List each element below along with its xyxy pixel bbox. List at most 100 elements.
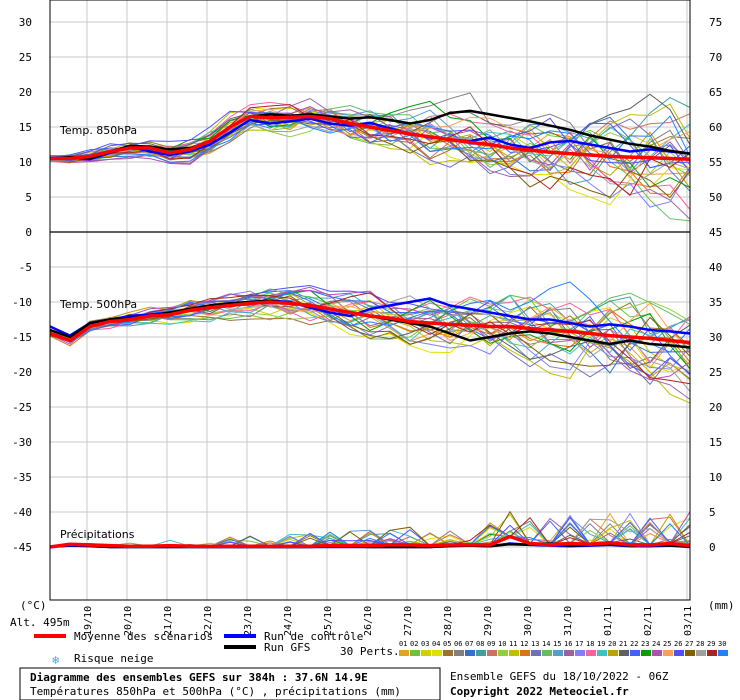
x-tick-6: 25/10 [323, 606, 334, 636]
x-tick-1: 20/10 [123, 606, 134, 636]
pert-swatch-27 [685, 650, 695, 656]
pert-id-20: 20 [608, 640, 616, 648]
panel-label-500: Temp. 500hPa [59, 298, 137, 311]
x-tick-3: 22/10 [203, 606, 214, 636]
pert-id-12: 12 [520, 640, 528, 648]
pert-id-08: 08 [476, 640, 484, 648]
left-tick-9: -15 [12, 331, 32, 344]
right-tick-1: 70 [709, 51, 722, 64]
snowflake-icon: ❄ [52, 653, 59, 667]
series-0-t500 [49, 300, 691, 345]
pert-swatch-25 [663, 650, 673, 656]
left-axis-unit: (°C) [20, 599, 47, 612]
pert-id-13: 13 [531, 640, 539, 648]
pert-swatch-24 [652, 650, 662, 656]
right-tick-11: 20 [709, 401, 722, 414]
pert-swatch-06 [454, 650, 464, 656]
right-tick-6: 45 [709, 226, 722, 239]
left-tick-11: -25 [12, 401, 32, 414]
pert-29-t500 [49, 292, 691, 385]
pert-id-22: 22 [630, 640, 638, 648]
left-tick-1: 25 [19, 51, 32, 64]
pert-swatch-19 [597, 650, 607, 656]
pert-swatch-21 [619, 650, 629, 656]
pert-id-10: 10 [498, 640, 506, 648]
pert-swatch-04 [432, 650, 442, 656]
x-tick-10: 29/10 [483, 606, 494, 636]
left-tick-8: -10 [12, 296, 32, 309]
left-tick-13: -35 [12, 471, 32, 484]
chart-subtitle: Températures 850hPa et 500hPa (°C) , pré… [30, 685, 401, 698]
pert-swatch-07 [465, 650, 475, 656]
pert-swatch-13 [531, 650, 541, 656]
pert-id-18: 18 [586, 640, 594, 648]
pert-swatch-05 [443, 650, 453, 656]
left-tick-4: 10 [19, 156, 32, 169]
left-tick-0: 30 [19, 16, 32, 29]
legend-control-label: Run de contrôle [264, 630, 363, 643]
pert-swatch-30 [718, 650, 728, 656]
left-tick-2: 20 [19, 86, 32, 99]
x-tick-9: 28/10 [443, 606, 454, 636]
copyright-label: Copyright 2022 Meteociel.fr [450, 685, 629, 698]
pert-id-21: 21 [619, 640, 627, 648]
pert-swatch-09 [487, 650, 497, 656]
pert-14-t500 [49, 288, 691, 349]
left-tick-10: -20 [12, 366, 32, 379]
pert-swatch-15 [553, 650, 563, 656]
left-tick-12: -30 [12, 436, 32, 449]
pert-id-04: 04 [432, 640, 440, 648]
pert-id-16: 16 [564, 640, 572, 648]
legend-mean-label: Moyenne des scénarios [74, 630, 213, 643]
pert-swatch-08 [476, 650, 486, 656]
pert-swatch-20 [608, 650, 618, 656]
legend: Moyenne des scénarios Run de contrôle Ru… [34, 630, 728, 667]
pert-swatch-12 [520, 650, 530, 656]
pert-swatch-22 [630, 650, 640, 656]
pert-swatch-14 [542, 650, 552, 656]
left-tick-3: 15 [19, 121, 32, 134]
right-tick-8: 35 [709, 296, 722, 309]
left-tick-14: -40 [12, 506, 32, 519]
right-tick-13: 10 [709, 471, 722, 484]
series-2-t850 [49, 109, 691, 160]
x-tick-15: 03/11 [683, 606, 694, 636]
ensemble-run-label: Ensemble GEFS du 18/10/2022 - 06Z [450, 670, 669, 683]
pert-id-14: 14 [542, 640, 550, 648]
right-tick-3: 60 [709, 121, 722, 134]
x-tick-14: 02/11 [643, 606, 654, 636]
pert-id-25: 25 [663, 640, 671, 648]
right-tick-15: 0 [709, 541, 716, 554]
panel-label-850: Temp. 850hPa [59, 124, 137, 137]
x-tick-8: 27/10 [403, 606, 414, 636]
pert-id-23: 23 [641, 640, 649, 648]
perturbation-swatches: 01 02 03 04 05 06 07 08 09 10 11 12 13 14 15 16 17 18 19 20… [399, 640, 728, 656]
pert-24-t500 [49, 289, 691, 381]
pert-swatch-01 [399, 650, 409, 656]
x-tick-2: 21/10 [163, 606, 174, 636]
pert-id-27: 27 [685, 640, 693, 648]
x-axis-ticks: 19/10 20/10 21/10 22/10 23/10 24/10 25/10 26/10… [83, 606, 694, 636]
left-tick-7: -5 [19, 261, 32, 274]
left-axis-ticks: 30 25 20 15 10 5 0 -5 -10 -15 -20 -25 -30 -35 -40 -45 [12, 16, 32, 554]
pert-id-02: 02 [410, 640, 418, 648]
pert-swatch-03 [421, 650, 431, 656]
right-tick-7: 40 [709, 261, 722, 274]
right-tick-5: 50 [709, 191, 722, 204]
pert-id-05: 05 [443, 640, 451, 648]
x-tick-11: 30/10 [523, 606, 534, 636]
legend-gfs-label: Run GFS [264, 641, 310, 654]
pert-swatch-17 [575, 650, 585, 656]
chart-title: Diagramme des ensembles GEFS sur 384h : … [30, 671, 368, 684]
pert-id-11: 11 [509, 640, 517, 648]
x-tick-0: 19/10 [83, 606, 94, 636]
x-tick-4: 23/10 [243, 606, 254, 636]
pert-id-17: 17 [575, 640, 583, 648]
series-0-t850 [50, 114, 691, 161]
pert-id-09: 09 [487, 640, 495, 648]
pert-30-t500 [49, 281, 691, 353]
pert-27-t500 [49, 295, 691, 367]
pert-id-19: 19 [597, 640, 605, 648]
pert-id-26: 26 [674, 640, 682, 648]
